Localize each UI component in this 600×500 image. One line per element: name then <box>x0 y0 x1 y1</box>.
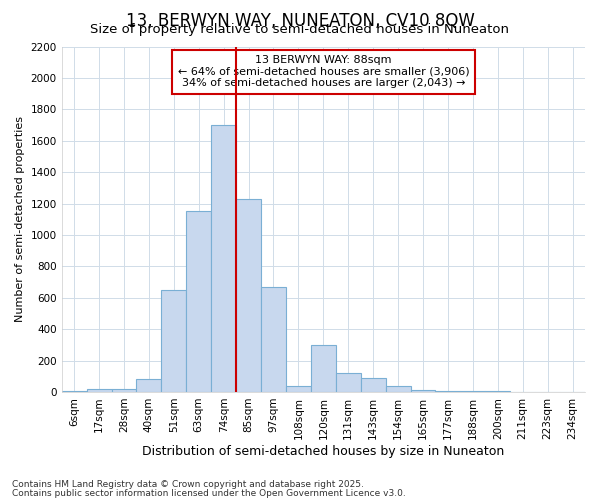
Bar <box>311 345 336 392</box>
X-axis label: Distribution of semi-detached houses by size in Nuneaton: Distribution of semi-detached houses by … <box>142 444 505 458</box>
Text: Size of property relative to semi-detached houses in Nuneaton: Size of property relative to semi-detach… <box>91 22 509 36</box>
Text: Contains HM Land Registry data © Crown copyright and database right 2025.: Contains HM Land Registry data © Crown c… <box>12 480 364 489</box>
Bar <box>436 390 460 392</box>
Bar <box>236 199 261 392</box>
Bar <box>86 389 112 392</box>
Bar <box>460 391 485 392</box>
Bar <box>161 290 186 392</box>
Text: 13 BERWYN WAY: 88sqm
← 64% of semi-detached houses are smaller (3,906)
34% of se: 13 BERWYN WAY: 88sqm ← 64% of semi-detac… <box>178 55 469 88</box>
Bar <box>62 391 86 392</box>
Bar <box>112 389 136 392</box>
Bar <box>386 386 410 392</box>
Bar <box>136 380 161 392</box>
Bar <box>361 378 386 392</box>
Bar <box>211 125 236 392</box>
Text: 13, BERWYN WAY, NUNEATON, CV10 8QW: 13, BERWYN WAY, NUNEATON, CV10 8QW <box>125 12 475 30</box>
Bar <box>410 390 436 392</box>
Bar <box>261 287 286 392</box>
Bar <box>336 373 361 392</box>
Bar <box>286 386 311 392</box>
Text: Contains public sector information licensed under the Open Government Licence v3: Contains public sector information licen… <box>12 488 406 498</box>
Bar <box>186 212 211 392</box>
Y-axis label: Number of semi-detached properties: Number of semi-detached properties <box>15 116 25 322</box>
